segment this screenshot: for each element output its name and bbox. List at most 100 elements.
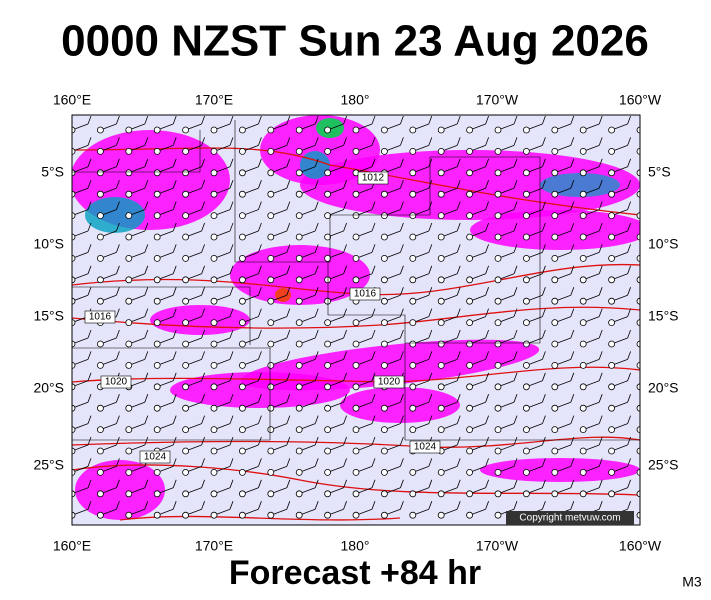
wind-barb <box>201 308 205 317</box>
station <box>125 126 133 134</box>
wind-barb <box>258 436 262 446</box>
station <box>295 147 303 155</box>
wind-barb <box>485 115 489 125</box>
wind-barb <box>116 436 120 446</box>
station <box>153 468 161 476</box>
wind-barb <box>598 158 603 167</box>
wind-barb <box>116 501 120 510</box>
wind-barb <box>258 479 262 488</box>
wind-barb <box>144 372 149 381</box>
wind-barb <box>229 479 234 488</box>
station <box>466 297 474 305</box>
wind-barb <box>627 244 631 253</box>
wind-barb <box>258 329 262 339</box>
wind-barb <box>371 372 376 381</box>
copyright: Copyright metvuw.com <box>519 513 620 524</box>
station <box>267 276 275 284</box>
wind-barb <box>400 244 404 253</box>
station <box>125 147 133 155</box>
station <box>324 126 332 134</box>
wind-barb <box>400 329 404 339</box>
wind-barb <box>172 222 177 232</box>
wind-barb <box>428 372 433 381</box>
station <box>324 511 332 519</box>
station <box>72 511 76 519</box>
station <box>352 319 360 327</box>
station <box>210 426 218 434</box>
wind-barb <box>144 308 149 317</box>
station <box>125 212 133 220</box>
wind-barb <box>286 115 291 125</box>
wind-barb <box>639 407 640 409</box>
wind-barb <box>314 394 319 403</box>
wind-barb <box>627 329 631 339</box>
wind-barb <box>542 479 546 488</box>
station <box>551 361 559 369</box>
station <box>182 404 190 412</box>
station <box>551 426 559 434</box>
wind-barb <box>229 415 234 424</box>
wind-barb <box>116 115 120 125</box>
wind-barb <box>172 479 177 488</box>
wind-barb <box>229 501 234 510</box>
isobar-label: 1024 <box>144 452 167 463</box>
station <box>238 254 246 262</box>
wind-barb <box>172 287 177 296</box>
station <box>494 383 502 391</box>
wind-barb <box>172 458 177 467</box>
station <box>238 426 246 434</box>
wind-barb <box>485 351 489 360</box>
wind-barb <box>513 394 518 403</box>
station <box>579 276 587 284</box>
station <box>97 212 104 220</box>
station <box>324 319 332 327</box>
map-frame <box>71 114 641 526</box>
wind-barb <box>258 308 262 317</box>
station <box>579 361 587 369</box>
station <box>267 404 275 412</box>
wind-barb <box>400 115 404 125</box>
wind-barb <box>343 479 347 488</box>
isobar-label: 1020 <box>105 377 128 388</box>
wind-barb <box>400 222 404 232</box>
station <box>352 190 360 198</box>
station <box>125 319 133 327</box>
wind-barb <box>229 458 234 467</box>
wind-barb <box>570 329 575 339</box>
wind-barb <box>201 436 205 446</box>
wind-barb <box>314 308 319 317</box>
station <box>380 468 388 476</box>
station <box>466 361 474 369</box>
wind-barb <box>144 287 149 296</box>
station <box>636 319 640 326</box>
wind-barb <box>371 115 376 125</box>
wind-barb <box>172 137 177 146</box>
station <box>97 468 104 476</box>
wind-barb <box>542 372 546 381</box>
station <box>494 147 502 155</box>
wind-barb <box>570 501 575 510</box>
wind-barb <box>201 180 205 189</box>
wind-barb <box>428 501 433 510</box>
station <box>608 404 615 412</box>
wind-barb <box>314 329 319 339</box>
wind-barb <box>229 372 234 381</box>
station <box>551 169 559 177</box>
station <box>466 126 474 134</box>
station <box>437 190 445 198</box>
station <box>238 233 246 241</box>
wind-barb <box>485 329 489 339</box>
station <box>125 404 133 412</box>
station <box>380 254 388 262</box>
wind-barb <box>371 436 376 446</box>
wind-barb <box>172 415 177 424</box>
wind-barb <box>656 437 659 445</box>
station <box>466 233 474 241</box>
wind-barb <box>343 351 347 360</box>
wind-barb <box>144 394 149 403</box>
station <box>466 490 474 498</box>
wind-barb <box>639 279 640 280</box>
station <box>523 276 530 284</box>
wind-barb <box>656 416 659 424</box>
wind-barb <box>343 201 347 210</box>
